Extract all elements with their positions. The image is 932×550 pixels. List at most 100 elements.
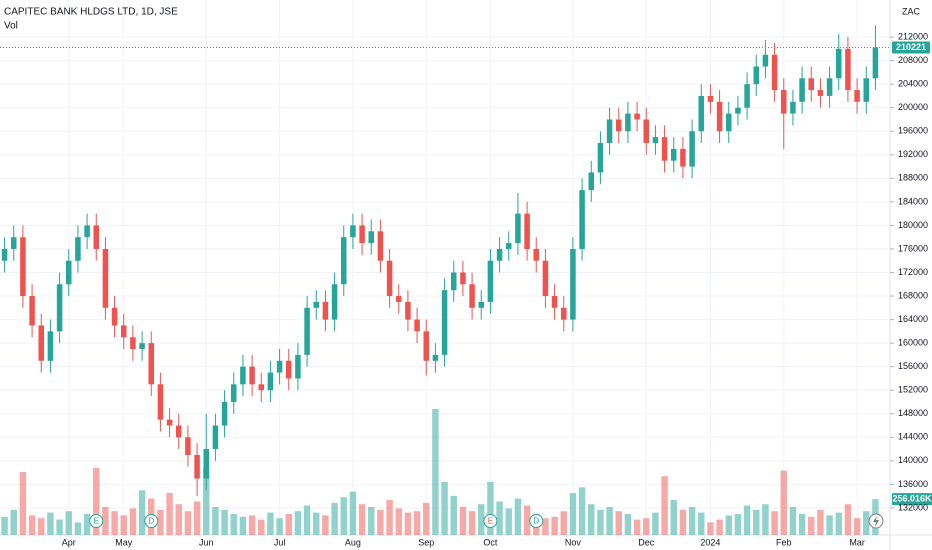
candle-body bbox=[542, 260, 549, 297]
volume-indicator-label: Vol bbox=[4, 21, 18, 32]
y-tick-label: 140000 bbox=[898, 455, 928, 465]
volume-bar bbox=[404, 512, 412, 535]
candle-body bbox=[20, 237, 26, 297]
volume-bar bbox=[239, 516, 247, 535]
volume-bar bbox=[853, 518, 861, 535]
volume-bar bbox=[542, 518, 549, 535]
y-tick-label: 188000 bbox=[898, 173, 928, 183]
volume-bar bbox=[468, 511, 476, 535]
y-tick-label: 180000 bbox=[898, 220, 928, 230]
candle-body bbox=[460, 272, 466, 285]
candle-body bbox=[359, 225, 365, 244]
volume-bar bbox=[789, 507, 797, 535]
volume-bar bbox=[606, 507, 613, 535]
event-circle bbox=[89, 514, 104, 528]
candle-body bbox=[1, 248, 8, 261]
volume-bar bbox=[395, 508, 402, 535]
volume-bar bbox=[826, 515, 833, 535]
volume-bar bbox=[707, 522, 714, 535]
candle-body bbox=[11, 237, 17, 249]
y-tick-label: 144000 bbox=[898, 432, 928, 442]
candle-body bbox=[38, 325, 44, 361]
x-tick-label: Feb bbox=[776, 537, 792, 547]
y-tick-label: 208000 bbox=[898, 55, 928, 65]
volume-bar bbox=[65, 511, 72, 535]
volume-bar bbox=[423, 502, 430, 535]
volume-bar bbox=[624, 514, 632, 535]
candle-body bbox=[166, 419, 173, 426]
volume-bar bbox=[798, 514, 806, 535]
volume-bar bbox=[322, 515, 329, 535]
candle-body bbox=[432, 354, 439, 361]
y-tick-label: 192000 bbox=[898, 149, 928, 159]
lightning-glyph bbox=[873, 516, 879, 527]
candle-body bbox=[661, 137, 668, 161]
volume-bar bbox=[157, 509, 164, 535]
candle-body bbox=[258, 384, 264, 391]
y-tick-label: 156000 bbox=[898, 361, 928, 371]
volume-bar bbox=[716, 519, 723, 535]
volume-bar bbox=[276, 518, 283, 535]
y-tick-label: 212000 bbox=[898, 31, 928, 41]
candle-body bbox=[405, 301, 411, 320]
y-tick-label: 172000 bbox=[898, 267, 928, 277]
volume-bar bbox=[28, 515, 36, 535]
candle-body bbox=[368, 231, 374, 244]
candle-body bbox=[66, 260, 72, 285]
candle-body bbox=[744, 84, 750, 108]
candle-body bbox=[313, 301, 319, 308]
candle-body bbox=[570, 248, 576, 320]
volume-bar bbox=[762, 504, 769, 535]
y-tick-label: 164000 bbox=[898, 314, 928, 324]
candle-body bbox=[771, 54, 778, 91]
x-tick-label: Dec bbox=[638, 537, 655, 547]
x-tick-label: Apr bbox=[62, 537, 76, 547]
volume-bar bbox=[450, 495, 457, 535]
candle-body bbox=[157, 384, 164, 420]
volume-bar bbox=[835, 512, 842, 535]
candle-body bbox=[93, 225, 99, 249]
candle-body bbox=[331, 284, 338, 320]
candle-body bbox=[487, 260, 494, 302]
candle-body bbox=[121, 325, 127, 338]
lightning-icon[interactable] bbox=[868, 513, 884, 529]
event-marker[interactable]: D bbox=[529, 514, 544, 528]
candle-body bbox=[231, 384, 237, 402]
x-tick-label: May bbox=[115, 537, 133, 547]
last-price-label: 210221 bbox=[896, 42, 926, 52]
volume-bar bbox=[661, 476, 668, 535]
y-tick-label: 204000 bbox=[898, 79, 928, 89]
candle-body bbox=[597, 143, 604, 173]
volume-bar bbox=[633, 519, 641, 535]
event-label: E bbox=[94, 517, 99, 526]
volume-bar bbox=[432, 409, 439, 535]
volume-bar bbox=[129, 508, 137, 535]
event-marker[interactable]: D bbox=[144, 514, 159, 528]
candle-body bbox=[606, 119, 613, 144]
x-tick-label: Jun bbox=[199, 537, 214, 547]
volume-bar bbox=[258, 519, 265, 535]
volume-bar bbox=[597, 509, 604, 535]
candle-body bbox=[817, 90, 824, 96]
volume-bar bbox=[808, 516, 815, 535]
event-marker[interactable]: E bbox=[483, 514, 498, 528]
candle-body bbox=[625, 113, 631, 132]
volume-bar bbox=[377, 509, 384, 535]
candle-body bbox=[130, 337, 136, 350]
candle-body bbox=[441, 290, 448, 355]
candle-body bbox=[341, 237, 347, 285]
candle-body bbox=[139, 343, 145, 350]
candle-body bbox=[616, 119, 622, 132]
volume-bar bbox=[175, 504, 182, 535]
candle-body bbox=[423, 331, 429, 361]
candle-body bbox=[643, 119, 649, 144]
volume-bar bbox=[358, 504, 366, 535]
candle-body bbox=[286, 360, 292, 379]
y-tick-label: 168000 bbox=[898, 290, 928, 300]
event-marker[interactable]: E bbox=[89, 514, 104, 528]
candle-body bbox=[304, 307, 310, 355]
chart-title: CAPITEC BANK HLDGS LTD, 1D, JSE bbox=[4, 7, 178, 18]
x-tick-label: Oct bbox=[483, 537, 498, 547]
candle-body bbox=[322, 301, 329, 320]
